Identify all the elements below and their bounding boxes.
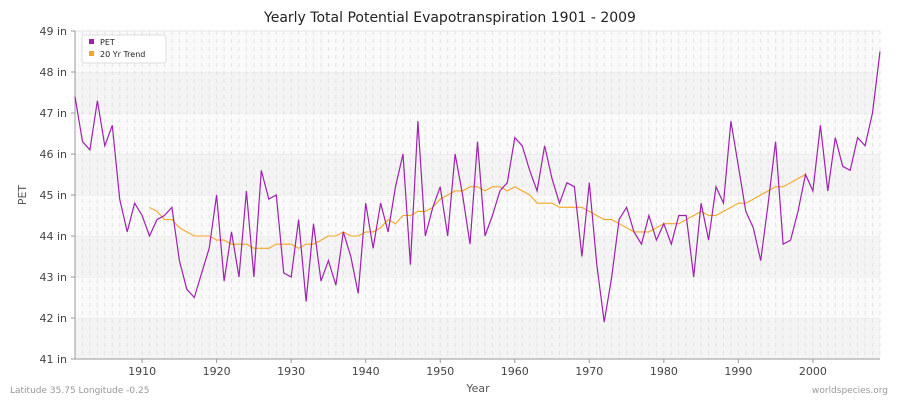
- legend-label-trend: 20 Yr Trend: [100, 50, 145, 59]
- legend-label-pet: PET: [100, 38, 115, 47]
- x-tick-label: 1940: [352, 365, 380, 378]
- x-tick-label: 2000: [799, 365, 827, 378]
- y-tick-label: 46 in: [39, 148, 67, 161]
- y-tick-label: 47 in: [39, 107, 67, 120]
- legend-swatch-pet: [89, 39, 94, 44]
- y-tick-label: 44 in: [39, 230, 67, 243]
- x-tick-label: 1980: [650, 365, 678, 378]
- legend-swatch-trend: [89, 51, 94, 56]
- footer-location: Latitude 35.75 Longitude -0.25: [10, 386, 149, 396]
- x-axis-label: Year: [465, 382, 490, 395]
- y-tick-label: 48 in: [39, 66, 67, 79]
- footer-source[interactable]: worldspecies.org: [812, 386, 888, 396]
- y-tick-label: 43 in: [39, 271, 67, 284]
- x-tick-label: 1950: [426, 365, 454, 378]
- x-tick-label: 1930: [277, 365, 305, 378]
- y-tick-label: 41 in: [39, 353, 67, 366]
- x-tick-label: 1990: [724, 365, 752, 378]
- legend: PET 20 Yr Trend: [81, 34, 167, 64]
- x-tick-label: 1960: [501, 365, 529, 378]
- y-tick-label: 49 in: [39, 25, 67, 38]
- y-tick-label: 45 in: [39, 189, 67, 202]
- y-axis-label: PET: [16, 185, 29, 206]
- x-tick-label: 1910: [128, 365, 156, 378]
- y-tick-label: 42 in: [39, 312, 67, 325]
- x-tick-label: 1920: [203, 365, 231, 378]
- chart-title: Yearly Total Potential Evapotranspiratio…: [263, 10, 636, 26]
- x-tick-label: 1970: [575, 365, 603, 378]
